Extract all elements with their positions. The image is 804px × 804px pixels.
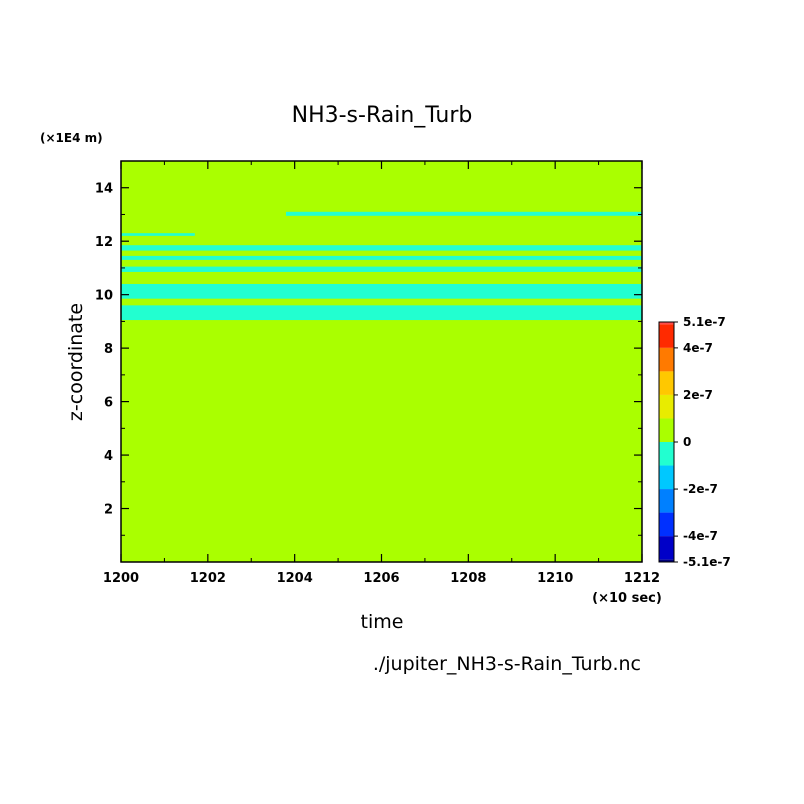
colorbar-level-5 [659, 418, 674, 442]
colorbar-level-7 [659, 465, 674, 490]
colorbar-label-1: 4e-7 [683, 341, 713, 355]
colorbar-level-2 [659, 347, 674, 372]
colorbar-level-9 [659, 512, 674, 537]
x-axis-label: time [361, 611, 404, 633]
chart-title: NH3-s-Rain_Turb [292, 103, 473, 128]
y-tick-label-6: 14 [95, 182, 113, 197]
y-tick-label-5: 12 [95, 235, 113, 250]
contour-band-3 [121, 255, 642, 260]
colorbar-label-2: 2e-7 [683, 388, 713, 402]
colorbar-level-10 [659, 536, 674, 560]
x-tick-label-1: 1202 [190, 571, 226, 586]
colorbar-label-3: 0 [683, 435, 691, 449]
colorbar-level-3 [659, 371, 674, 395]
y-tick-label-4: 10 [95, 289, 113, 304]
contour-band-0 [121, 305, 642, 321]
colorbar-level-4 [659, 394, 674, 419]
colorbar-label-0: 5.1e-7 [683, 315, 726, 329]
x-unit-label: (×10 sec) [592, 591, 662, 606]
colorbar: 5.1e-7 4e-7 2e-7 0 -2e-7 -4e-7 -5.1e-7 [658, 315, 731, 569]
y-tick-label-1: 4 [104, 449, 113, 464]
y-unit-label: (×1E4 m) [40, 131, 103, 145]
x-tick-label-4: 1208 [450, 571, 486, 586]
contour-band-5 [121, 233, 195, 236]
colorbar-level-11 [659, 559, 674, 562]
colorbar-label-5: -4e-7 [683, 529, 718, 543]
y-tick-label-2: 6 [104, 396, 113, 411]
x-tick-label-0: 1200 [103, 571, 139, 586]
contour-band-4 [121, 245, 642, 251]
colorbar-level-6 [659, 442, 674, 466]
contour-band-1 [121, 283, 642, 299]
x-tick-label-2: 1204 [277, 571, 313, 586]
y-tick-label-0: 2 [104, 503, 113, 518]
y-tick-label-3: 8 [104, 342, 113, 357]
contour-band-2 [121, 266, 642, 272]
x-tick-label-6: 1212 [624, 571, 660, 586]
x-tick-label-3: 1206 [363, 571, 399, 586]
colorbar-label-4: -2e-7 [683, 482, 718, 496]
colorbar-label-6: -5.1e-7 [683, 555, 731, 569]
axes: 1200 1202 1204 1206 1208 1210 1212 2 4 6 8 10 12 14 [95, 160, 660, 586]
colorbar-level-1 [659, 324, 674, 348]
background-level-region [121, 161, 642, 562]
colorbar-level-8 [659, 489, 674, 513]
colorbar-level-0 [659, 322, 674, 325]
source-filename: ./jupiter_NH3-s-Rain_Turb.nc [373, 653, 641, 675]
contour-band-6 [285, 211, 642, 216]
y-axis-label: z-coordinate [65, 303, 87, 421]
x-tick-label-5: 1210 [537, 571, 573, 586]
plot-area [121, 161, 642, 562]
